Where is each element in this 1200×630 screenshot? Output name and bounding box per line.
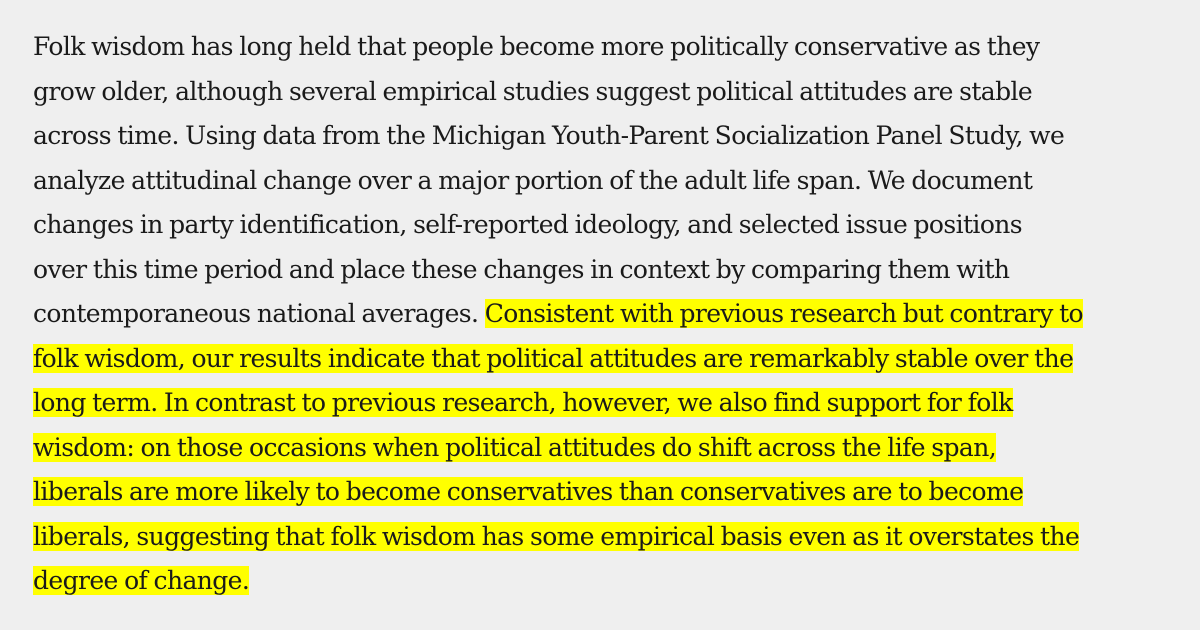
highlighted-text: folk wisdom, our results indicate that p… [33, 343, 1074, 373]
text-line: contemporaneous national averages. Consi… [33, 292, 1173, 337]
text-line: liberals, suggesting that folk wisdom ha… [33, 515, 1173, 560]
text-line: Folk wisdom has long held that people be… [33, 25, 1173, 70]
plain-text: analyze attitudinal change over a major … [33, 165, 1033, 195]
text-line: analyze attitudinal change over a major … [33, 159, 1173, 204]
highlighted-text: Consistent with previous research but co… [484, 299, 1084, 328]
plain-text: across time. Using data from the Michiga… [33, 121, 1065, 150]
plain-text: over this time period and place these ch… [33, 254, 1010, 284]
text-line: folk wisdom, our results indicate that p… [33, 337, 1173, 382]
highlighted-text: wisdom: on those occasions when politica… [33, 432, 997, 462]
text-line: across time. Using data from the Michiga… [33, 114, 1173, 159]
highlighted-text: long term. In contrast to previous resea… [33, 388, 1013, 417]
highlighted-text: liberals, suggesting that folk wisdom ha… [33, 521, 1080, 551]
plain-text: grow older, although several empirical s… [33, 76, 1033, 106]
text-line: changes in party identification, self-re… [33, 203, 1173, 248]
highlighted-text: liberals are more likely to become conse… [33, 477, 1024, 506]
highlighted-text: degree of change. [33, 566, 250, 595]
text-line: over this time period and place these ch… [33, 248, 1173, 293]
plain-text: contemporaneous national averages. [33, 299, 485, 328]
text-line: grow older, although several empirical s… [33, 70, 1173, 115]
plain-text: Folk wisdom has long held that people be… [33, 32, 1040, 61]
plain-text: changes in party identification, self-re… [33, 210, 1023, 239]
text-line: wisdom: on those occasions when politica… [33, 426, 1173, 471]
text-line: liberals are more likely to become conse… [33, 470, 1173, 515]
abstract-paragraph: Folk wisdom has long held that people be… [33, 25, 1173, 604]
text-line: degree of change. [33, 559, 1173, 604]
text-line: long term. In contrast to previous resea… [33, 381, 1173, 426]
